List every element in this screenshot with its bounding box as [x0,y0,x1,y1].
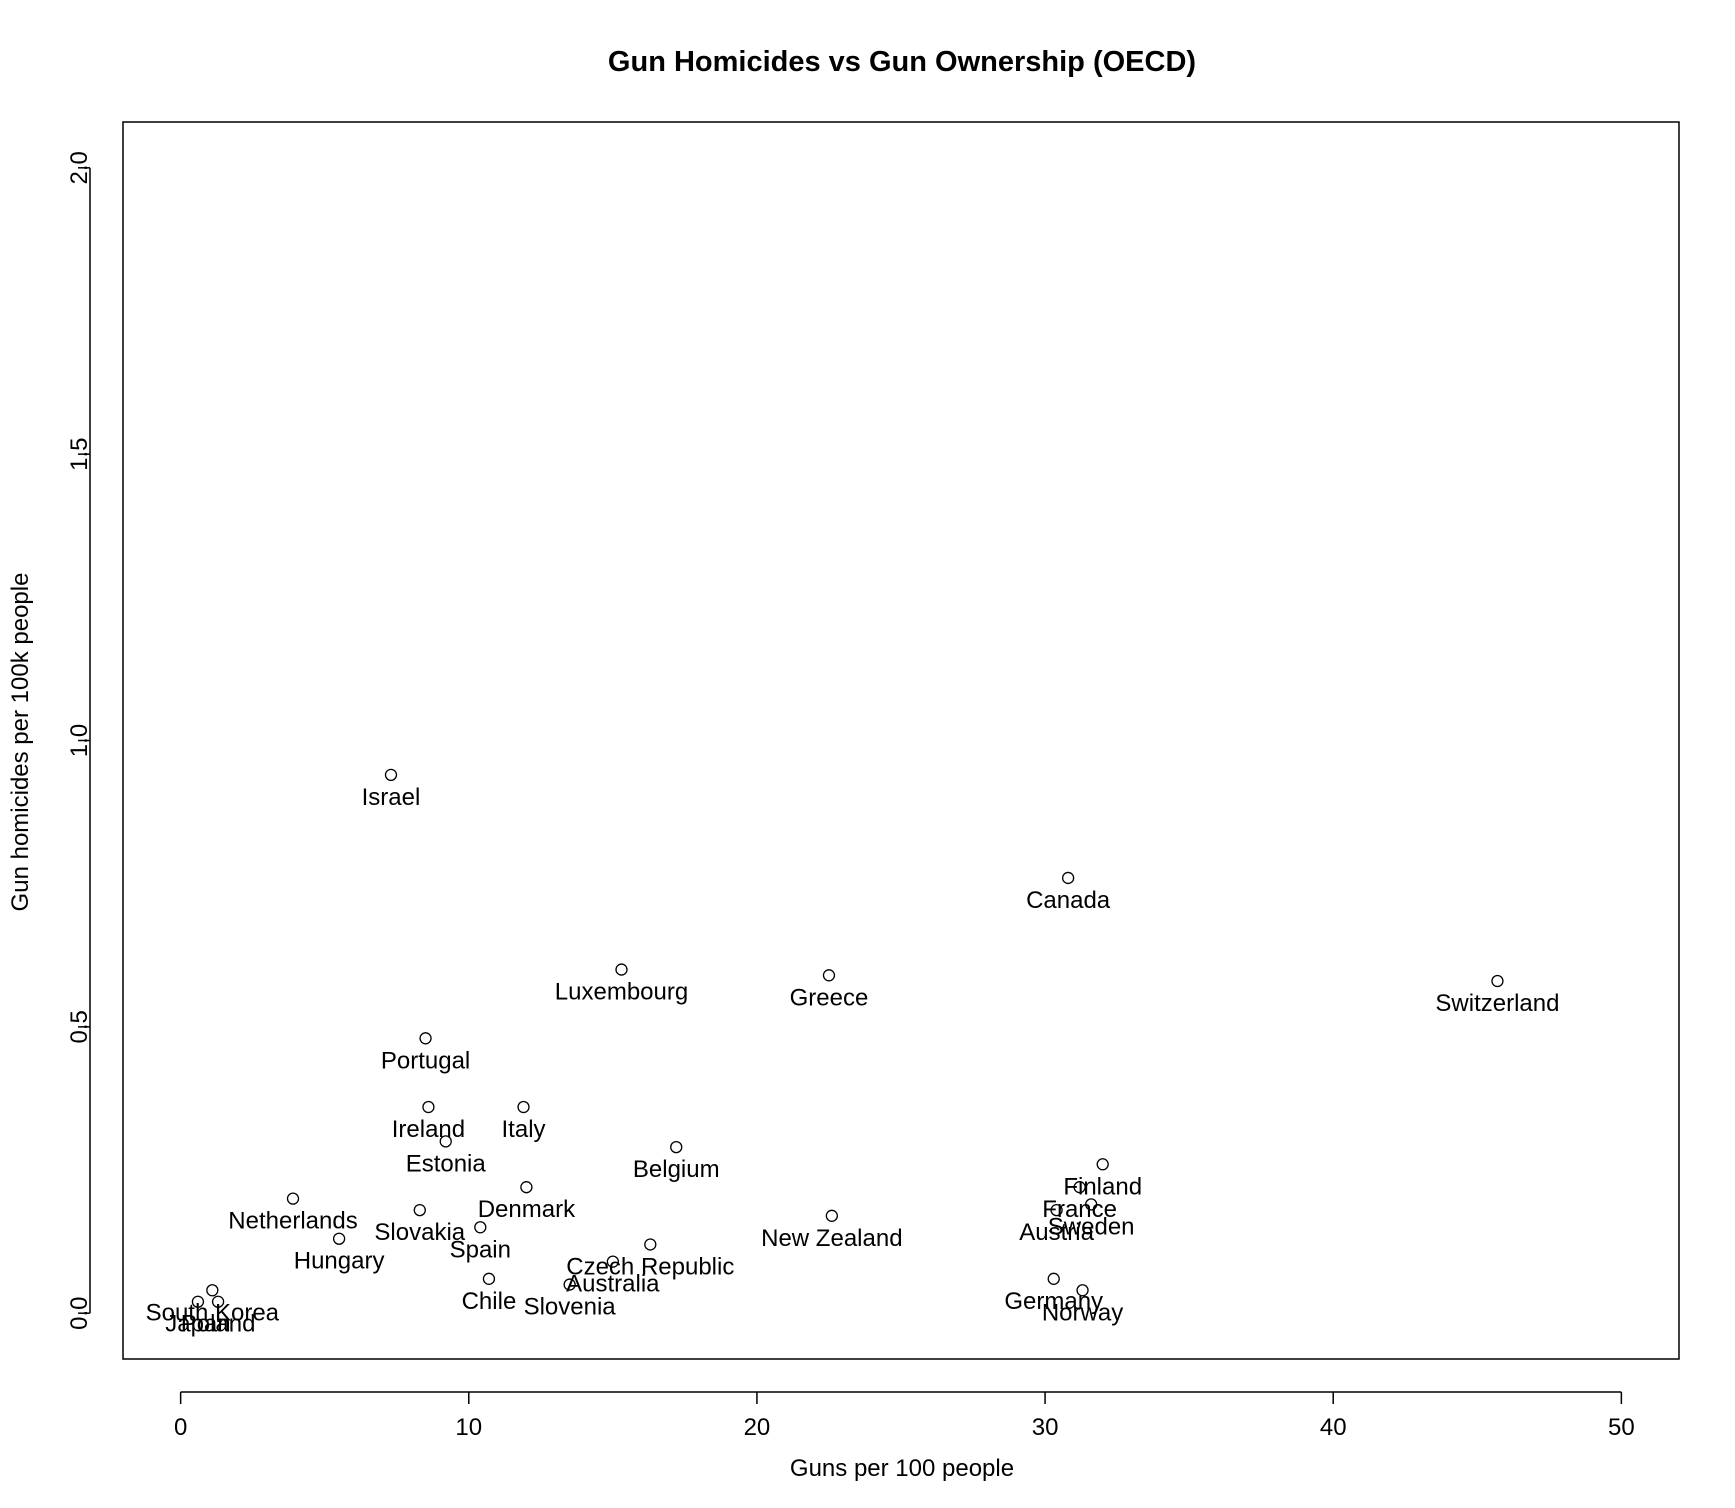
point-label: Greece [790,984,869,1011]
y-tick-label: 2.0 [66,151,93,184]
point-label: Australia [566,1271,660,1298]
y-tick-label: 0.0 [66,1296,93,1329]
point-label: Slovenia [524,1294,617,1321]
x-tick-label: 30 [1032,1414,1059,1441]
point-label: Sweden [1048,1213,1135,1240]
data-point [1096,1158,1109,1171]
data-point [1085,1198,1098,1211]
x-tick-label: 50 [1608,1414,1635,1441]
data-point [1047,1272,1060,1285]
point-label: Slovakia [374,1219,465,1246]
point-label: Japan [165,1311,230,1338]
point-label: Finland [1063,1173,1142,1200]
point-label: Norway [1042,1299,1123,1326]
data-point [1050,1203,1063,1217]
y-tick-label: 0.5 [66,1010,93,1043]
point-label: Netherlands [228,1208,357,1235]
data-point [520,1181,533,1194]
data-point [191,1295,205,1308]
point-label: Switzerland [1435,990,1559,1017]
plot-frame [122,121,1680,1360]
data-point [211,1295,225,1308]
data-point [606,1255,620,1268]
data-point [439,1135,452,1148]
data-point [474,1221,487,1234]
y-tick-label: 1.5 [66,437,93,470]
x-axis: 0 10 20 30 40 50 [174,1391,1635,1441]
data-point [670,1140,683,1154]
point-label: Austria [1019,1219,1094,1246]
point-label: New Zealand [761,1225,902,1252]
point-label: Estonia [406,1150,487,1177]
data-point [822,969,836,982]
x-tick-label: 10 [455,1414,482,1441]
point-label: Hungary [294,1248,385,1275]
y-tick-label: 1.0 [66,724,93,757]
point-label: France [1042,1196,1117,1223]
point-label: Germany [1004,1288,1103,1315]
point-label: Portugal [381,1047,470,1074]
y-axis: 0.0 0.5 1.0 1.5 2.0 [66,151,93,1330]
data-point [286,1192,300,1205]
point-label: Ireland [392,1116,465,1143]
point-label: Canada [1026,887,1111,914]
data-point [1076,1284,1089,1297]
data-point [482,1272,496,1285]
data-points [191,768,1504,1308]
y-axis-label: Gun homicides per 100k people [7,573,34,912]
data-point [1073,1181,1086,1194]
data-point [419,1032,432,1045]
point-label: Poland [181,1311,256,1338]
data-point [825,1209,838,1222]
x-tick-label: 20 [744,1414,771,1441]
point-label: South Korea [146,1299,280,1326]
point-label: Italy [502,1116,546,1143]
data-point [563,1278,576,1291]
data-point [1491,974,1504,988]
data-point [422,1100,435,1114]
data-point [1061,871,1075,885]
point-labels: Israel Canada Luxembourg Greece Switzerland P… [146,784,1560,1338]
data-point [332,1232,346,1245]
point-label: Denmark [478,1196,576,1223]
data-point [413,1203,426,1217]
data-point [206,1284,219,1297]
point-label: Luxembourg [555,979,688,1006]
x-tick-label: 0 [174,1414,187,1441]
point-label: Spain [450,1236,511,1263]
point-label: Czech Republic [566,1253,734,1280]
chart-title: Gun Homicides vs Gun Ownership (OECD) [608,46,1196,78]
x-tick-label: 40 [1320,1414,1347,1441]
point-label: Chile [462,1288,517,1315]
data-point [615,963,628,976]
point-label: Israel [362,784,421,811]
data-point [384,768,398,782]
point-label: Belgium [633,1156,720,1183]
data-point [644,1238,657,1251]
data-point [517,1100,530,1114]
x-axis-label: Guns per 100 people [790,1455,1014,1482]
